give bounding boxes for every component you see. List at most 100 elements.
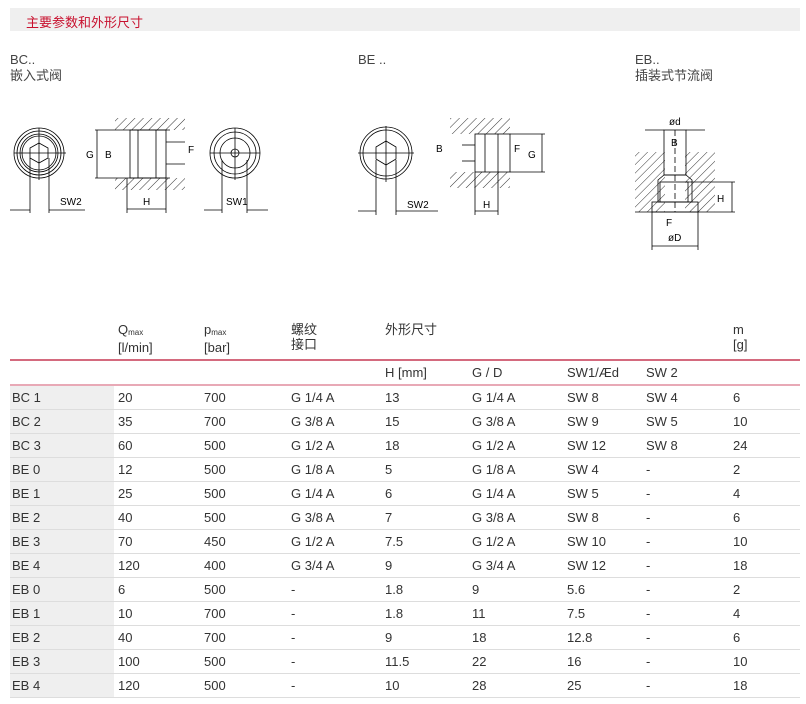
- table-cell: 2: [729, 457, 800, 482]
- product-code: EB..: [635, 52, 660, 67]
- table-cell: G 1/2 A: [287, 433, 381, 458]
- table-cell: 700: [200, 625, 287, 650]
- label-sw1: SW1: [226, 197, 248, 208]
- table-cell: 700: [200, 385, 287, 410]
- table-cell: -: [642, 505, 729, 530]
- table-cell: 10: [729, 529, 800, 554]
- table-cell: -: [287, 601, 381, 626]
- table-cell: 18: [729, 673, 800, 698]
- table-cell: 13: [381, 385, 468, 410]
- table-cell: SW 8: [563, 505, 642, 530]
- table-cell: SW 5: [642, 409, 729, 434]
- table-cell: 10: [114, 601, 200, 626]
- table-row: EB 0 6 500-1.8 9 5.6-2: [10, 577, 800, 602]
- row-model: BE 1: [10, 481, 114, 506]
- table-cell: -: [642, 529, 729, 554]
- table-cell: 6: [729, 625, 800, 650]
- table-cell: 1.8: [381, 601, 468, 626]
- subheader-sw1: SW1/Æd: [563, 360, 642, 386]
- table-cell: 18: [729, 553, 800, 578]
- table-cell: SW 12: [563, 553, 642, 578]
- table-cell: -: [642, 673, 729, 698]
- table-cell: -: [287, 649, 381, 674]
- table-cell: SW 8: [563, 385, 642, 410]
- product-code: BE ..: [358, 52, 387, 67]
- table-cell: SW 4: [642, 385, 729, 410]
- product-name: 嵌入式阀: [10, 68, 63, 83]
- label-d-small: ød: [669, 117, 681, 128]
- table-cell: -: [642, 481, 729, 506]
- header-pmax: pmax [bar]: [200, 322, 287, 361]
- table-cell: 4: [729, 481, 800, 506]
- table-cell: 500: [200, 673, 287, 698]
- table-cell: G 3/8 A: [287, 505, 381, 530]
- header-thread: 螺纹 接口: [287, 322, 381, 361]
- table-cell: 15: [381, 409, 468, 434]
- table-cell: G 1/4 A: [287, 481, 381, 506]
- table-cell: 25: [114, 481, 200, 506]
- table-cell: 500: [200, 505, 287, 530]
- table-cell: 120: [114, 673, 200, 698]
- table-cell: G 3/8 A: [287, 409, 381, 434]
- table-cell: 5.6: [563, 577, 642, 602]
- table-cell: G 1/8 A: [468, 457, 563, 482]
- product-code: BC..: [10, 52, 36, 67]
- table-cell: G 1/2 A: [287, 529, 381, 554]
- table-cell: 12.8: [563, 625, 642, 650]
- parameters-table: Qmax [l/min] pmax [bar] 螺纹 接口 外形尺寸 m [g] H […: [10, 322, 800, 698]
- row-model: BC 2: [10, 409, 114, 434]
- table-subheader-row: H [mm] G / D SW1/Æd SW 2: [10, 360, 800, 386]
- label-g: G: [86, 150, 94, 161]
- table-cell: SW 8: [642, 433, 729, 458]
- table-cell: G 3/8 A: [468, 409, 563, 434]
- header-qmax: Qmax [l/min]: [114, 322, 200, 361]
- table-cell: 40: [114, 505, 200, 530]
- table-row: EB 3 100 500-11.5 22 16-10: [10, 649, 800, 674]
- table-cell: 5: [381, 457, 468, 482]
- table-cell: 70: [114, 529, 200, 554]
- table-cell: 18: [468, 625, 563, 650]
- table-cell: 500: [200, 649, 287, 674]
- table-cell: 12: [114, 457, 200, 482]
- table-cell: G 1/2 A: [468, 433, 563, 458]
- product-bc-title: BC.. 嵌入式阀: [10, 52, 62, 84]
- table-cell: -: [642, 553, 729, 578]
- table-cell: 11.5: [381, 649, 468, 674]
- table-cell: 6: [381, 481, 468, 506]
- table-cell: 500: [200, 481, 287, 506]
- table-cell: -: [287, 577, 381, 602]
- label-g: G: [528, 150, 536, 161]
- table-cell: 500: [200, 577, 287, 602]
- table-cell: 35: [114, 409, 200, 434]
- table-cell: G 3/8 A: [468, 505, 563, 530]
- header-dims: 外形尺寸: [381, 322, 729, 361]
- label-h: H: [483, 200, 490, 211]
- product-be-title: BE ..: [358, 52, 386, 68]
- row-model: EB 4: [10, 673, 114, 698]
- table-cell: 7.5: [563, 601, 642, 626]
- product-eb-title: EB.. 插装式节流阀: [635, 52, 713, 84]
- table-cell: 60: [114, 433, 200, 458]
- label-b: B: [105, 150, 112, 161]
- table-cell: -: [642, 457, 729, 482]
- bc-drawing: SW2 B G F H SW1: [10, 118, 268, 213]
- table-cell: 450: [200, 529, 287, 554]
- label-b: B: [436, 144, 443, 155]
- table-row: EB 2 40 700-9 18 12.8-6: [10, 625, 800, 650]
- table-row: BE 3 70 450 G 1/2 A 7.5 G 1/2 A SW 10-10: [10, 529, 800, 554]
- subheader-sw2: SW 2: [642, 360, 729, 386]
- eb-drawing: ød B H F øD: [635, 117, 735, 250]
- table-cell: -: [642, 577, 729, 602]
- label-h: H: [143, 197, 150, 208]
- table-cell: -: [642, 649, 729, 674]
- table-cell: SW 9: [563, 409, 642, 434]
- table-cell: 10: [381, 673, 468, 698]
- table-cell: 1.8: [381, 577, 468, 602]
- table-cell: 22: [468, 649, 563, 674]
- table-cell: G 1/4 A: [468, 481, 563, 506]
- table-cell: 9: [381, 553, 468, 578]
- table-cell: G 1/4 A: [287, 385, 381, 410]
